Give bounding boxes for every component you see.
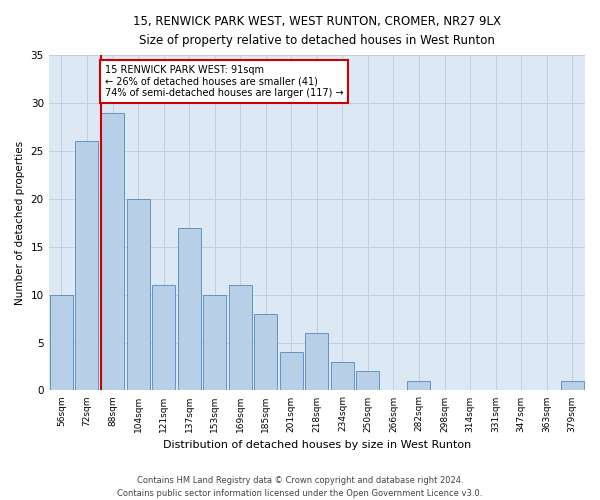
Bar bbox=[356, 372, 379, 390]
Title: 15, RENWICK PARK WEST, WEST RUNTON, CROMER, NR27 9LX
Size of property relative t: 15, RENWICK PARK WEST, WEST RUNTON, CROM… bbox=[133, 15, 501, 47]
Bar bbox=[305, 333, 328, 390]
Y-axis label: Number of detached properties: Number of detached properties bbox=[15, 140, 25, 305]
Bar bbox=[229, 285, 252, 391]
Bar bbox=[152, 285, 175, 391]
Bar bbox=[280, 352, 303, 391]
Bar bbox=[178, 228, 200, 390]
Bar bbox=[561, 381, 584, 390]
Bar bbox=[76, 142, 98, 390]
Bar bbox=[203, 294, 226, 390]
Bar bbox=[50, 294, 73, 390]
Text: 15 RENWICK PARK WEST: 91sqm
← 26% of detached houses are smaller (41)
74% of sem: 15 RENWICK PARK WEST: 91sqm ← 26% of det… bbox=[105, 64, 343, 98]
Bar bbox=[407, 381, 430, 390]
Bar bbox=[127, 199, 149, 390]
Bar bbox=[331, 362, 354, 390]
Bar bbox=[101, 112, 124, 390]
Bar bbox=[254, 314, 277, 390]
X-axis label: Distribution of detached houses by size in West Runton: Distribution of detached houses by size … bbox=[163, 440, 471, 450]
Text: Contains HM Land Registry data © Crown copyright and database right 2024.
Contai: Contains HM Land Registry data © Crown c… bbox=[118, 476, 482, 498]
